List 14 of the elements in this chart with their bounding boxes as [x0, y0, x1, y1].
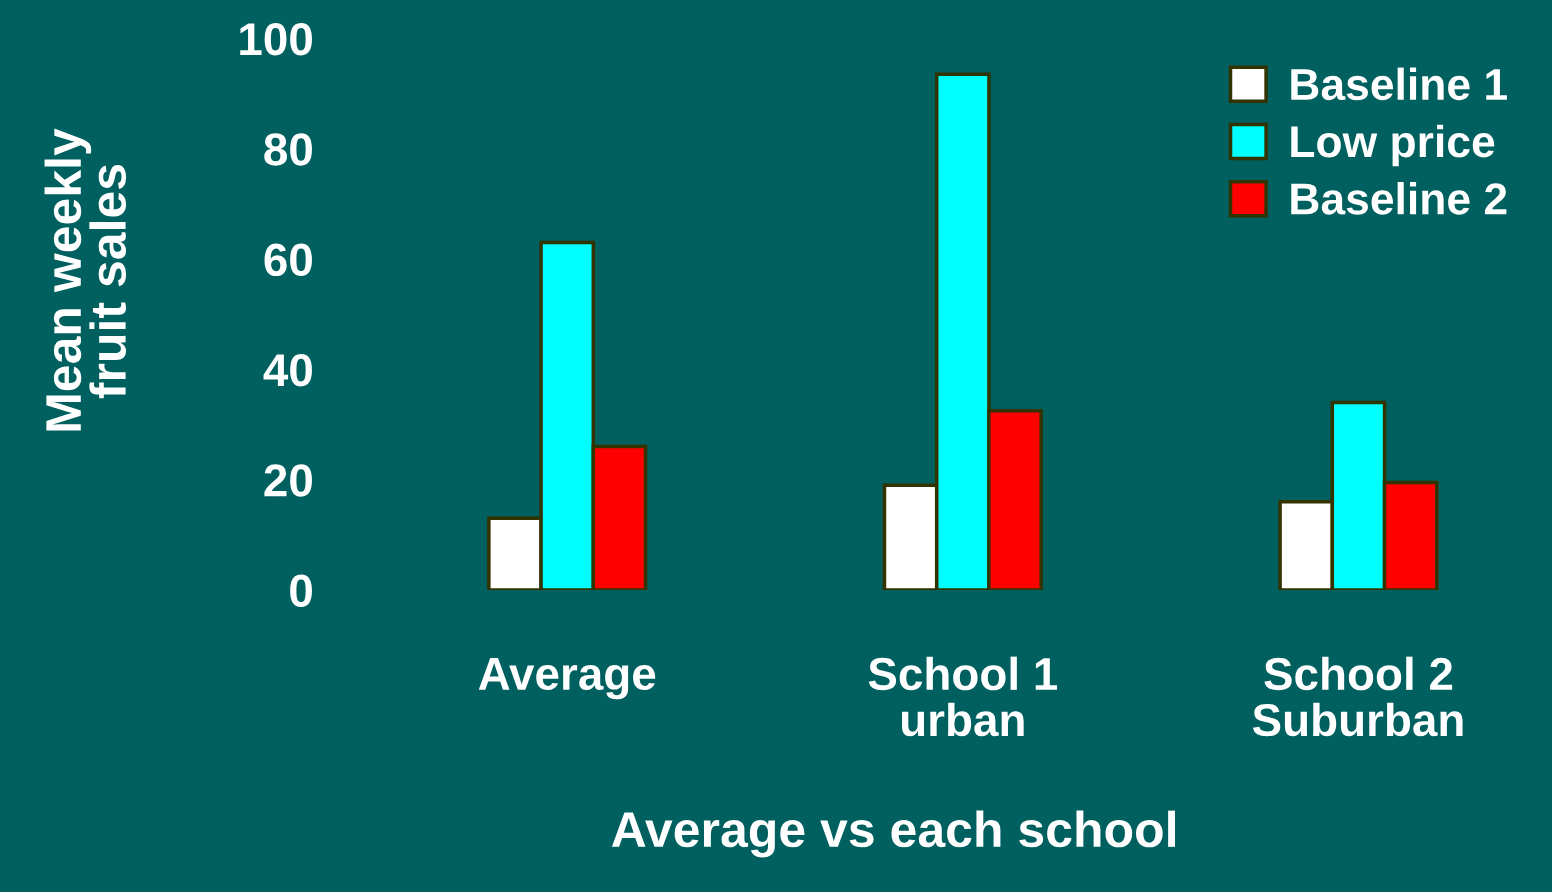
legend-label: Baseline 1 — [1291, 67, 1507, 101]
y-tick-label: 60 — [264, 243, 312, 277]
y-tick-label: 0 — [290, 574, 312, 608]
y-tick-label: 80 — [264, 133, 312, 166]
x-tick-label: Average — [478, 658, 656, 700]
y-tick-label: 100 — [240, 22, 312, 56]
y-axis-title: Mean weekly fruit sales — [44, 128, 127, 431]
y-tick-label: 40 — [263, 353, 312, 387]
x-axis-title: Average vs each school — [611, 810, 1175, 858]
legend-label: Low price — [1291, 124, 1495, 167]
x-tick-label: School 1 urban — [868, 656, 1058, 737]
y-tick-label: 20 — [264, 464, 312, 497]
legend-label: Baseline 2 — [1291, 182, 1507, 215]
x-tick-label: School 2 Suburban — [1252, 656, 1463, 737]
